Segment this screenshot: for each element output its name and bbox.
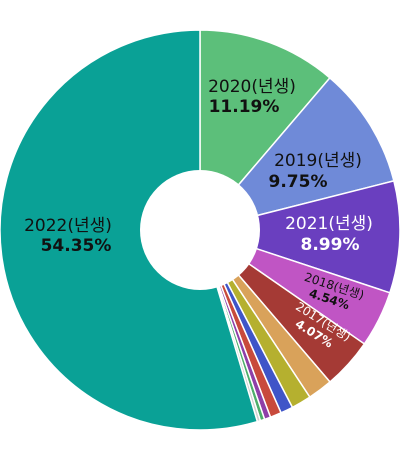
slice-pct-2019: 9.75% bbox=[269, 172, 328, 192]
pie-slice-2 bbox=[197, 179, 401, 294]
slice-pct-2020: 11.19% bbox=[209, 97, 280, 117]
slice-label-2020: 2020(년생) bbox=[208, 77, 296, 97]
slice-pct-2022: 54.35% bbox=[41, 236, 112, 256]
pie-slice-12 bbox=[0, 29, 259, 431]
slice-pct-2021: 8.99% bbox=[301, 235, 360, 255]
slice-label-2019: 2019(년생) bbox=[274, 151, 362, 171]
pie-slice-1 bbox=[197, 76, 395, 232]
slice-label-2021: 2021(년생) bbox=[285, 214, 373, 234]
slice-label-2022: 2022(년생) bbox=[24, 216, 112, 236]
donut-hole bbox=[140, 170, 260, 290]
